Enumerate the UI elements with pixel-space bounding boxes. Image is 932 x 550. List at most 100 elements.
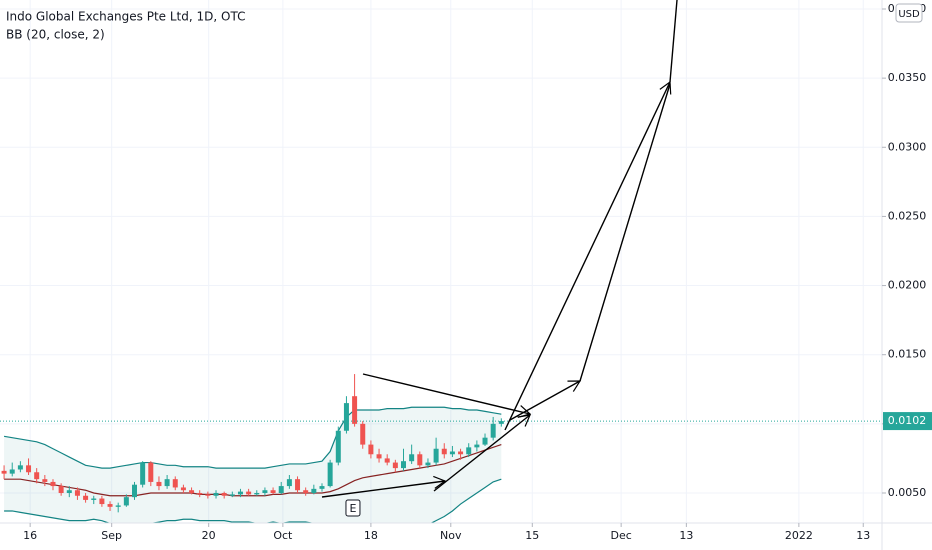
candle-body <box>132 484 138 498</box>
indicator-label: BB (20, close, 2) <box>6 28 105 42</box>
last-price-label: 0.0102 <box>888 414 927 427</box>
candle-body <box>278 486 284 493</box>
grid <box>0 0 882 523</box>
candle-body <box>205 494 211 496</box>
candle-body <box>107 504 113 507</box>
candle-body <box>498 421 504 424</box>
candle-body <box>270 490 276 493</box>
y-tick-label: 0.0150 <box>888 348 927 361</box>
candle-body <box>74 490 80 496</box>
projection-line <box>509 380 582 421</box>
currency-label[interactable]: USD <box>898 9 920 20</box>
candle-body <box>115 505 121 507</box>
candle-body <box>164 479 170 487</box>
candle-body <box>9 469 15 474</box>
last-price-badge <box>883 412 932 431</box>
candle-body <box>449 451 455 455</box>
candle-body <box>123 497 129 506</box>
x-tick-label: Dec <box>611 529 632 542</box>
candle-body <box>26 465 32 473</box>
bb-basis <box>4 444 502 497</box>
candle-body <box>156 481 162 487</box>
x-tick-label: Oct <box>273 529 293 542</box>
candle-body <box>66 490 72 493</box>
y-tick-label: 0.0350 <box>888 71 927 84</box>
trend-line <box>321 475 447 498</box>
candle-body <box>425 462 431 466</box>
candle-body <box>172 479 178 488</box>
candle-body <box>417 454 423 466</box>
candle-body <box>458 451 464 455</box>
candle-body <box>401 461 407 469</box>
bb-band-fill <box>4 407 502 523</box>
candle-body <box>295 479 301 491</box>
drawings <box>321 0 678 498</box>
candle-body <box>180 487 186 491</box>
candle-body <box>433 448 439 463</box>
candle-body <box>303 490 309 493</box>
candle-body <box>17 465 23 470</box>
candle-body <box>311 488 317 493</box>
x-tick-label: 15 <box>525 529 539 542</box>
x-tick-label: 2022 <box>785 529 813 542</box>
candle-body <box>490 423 496 438</box>
candle-body <box>197 492 203 495</box>
candle-body <box>474 444 480 448</box>
candle-body <box>384 458 390 463</box>
y-tick-label: 0.0050 <box>888 486 927 499</box>
candle-body <box>140 462 146 485</box>
y-tick-label: 0.0250 <box>888 209 927 222</box>
earnings-marker <box>345 499 361 517</box>
candle-body <box>343 403 349 431</box>
candle-body <box>58 486 64 493</box>
candle-body <box>327 462 333 487</box>
candle-body <box>352 396 358 424</box>
candle-body <box>376 454 382 459</box>
chart-title: Indo Global Exchanges Pte Ltd, 1D, OTC <box>6 10 245 24</box>
x-tick-label: Nov <box>440 529 462 542</box>
candle-body <box>246 491 252 495</box>
candle-body <box>221 492 227 496</box>
candle-body <box>254 492 260 495</box>
candle-body <box>482 437 488 445</box>
projection-line <box>669 0 678 83</box>
candle-body <box>50 481 56 487</box>
candle-body <box>229 494 235 496</box>
candle-body <box>91 498 97 500</box>
plot-area <box>0 374 882 523</box>
earnings-marker-label: E <box>349 502 356 515</box>
currency-badge[interactable] <box>895 3 923 23</box>
candle-body <box>262 490 268 493</box>
bb-upper <box>3 406 502 469</box>
candle-body <box>42 479 48 482</box>
trend-line <box>433 414 531 492</box>
candle-body <box>148 462 154 482</box>
axes: 0.00500.01000.01500.02000.02500.03000.03… <box>23 2 926 542</box>
candle-body <box>83 495 89 500</box>
projection-line <box>504 80 672 431</box>
candle-body <box>319 486 325 489</box>
projection-line <box>579 83 671 382</box>
x-tick-label: Sep <box>101 529 122 542</box>
candle-body <box>466 447 472 455</box>
candle-body <box>360 423 366 445</box>
candle-body <box>189 490 195 493</box>
candle-body <box>441 448 447 455</box>
x-tick-label: 18 <box>364 529 378 542</box>
candle-body <box>1 470 7 474</box>
x-tick-label: 13 <box>679 529 693 542</box>
candle-body <box>213 492 219 496</box>
candle-body <box>335 430 341 463</box>
candle-body <box>286 479 292 487</box>
candle-body <box>392 462 398 469</box>
candle-body <box>409 454 415 462</box>
x-tick-label: 13 <box>856 529 870 542</box>
candle-body <box>34 472 40 480</box>
y-tick-label: 0.0300 <box>888 140 927 153</box>
x-tick-label: 16 <box>23 529 37 542</box>
candle-body <box>99 498 105 505</box>
trend-line <box>362 373 532 418</box>
y-tick-label: 0.0200 <box>888 279 927 292</box>
